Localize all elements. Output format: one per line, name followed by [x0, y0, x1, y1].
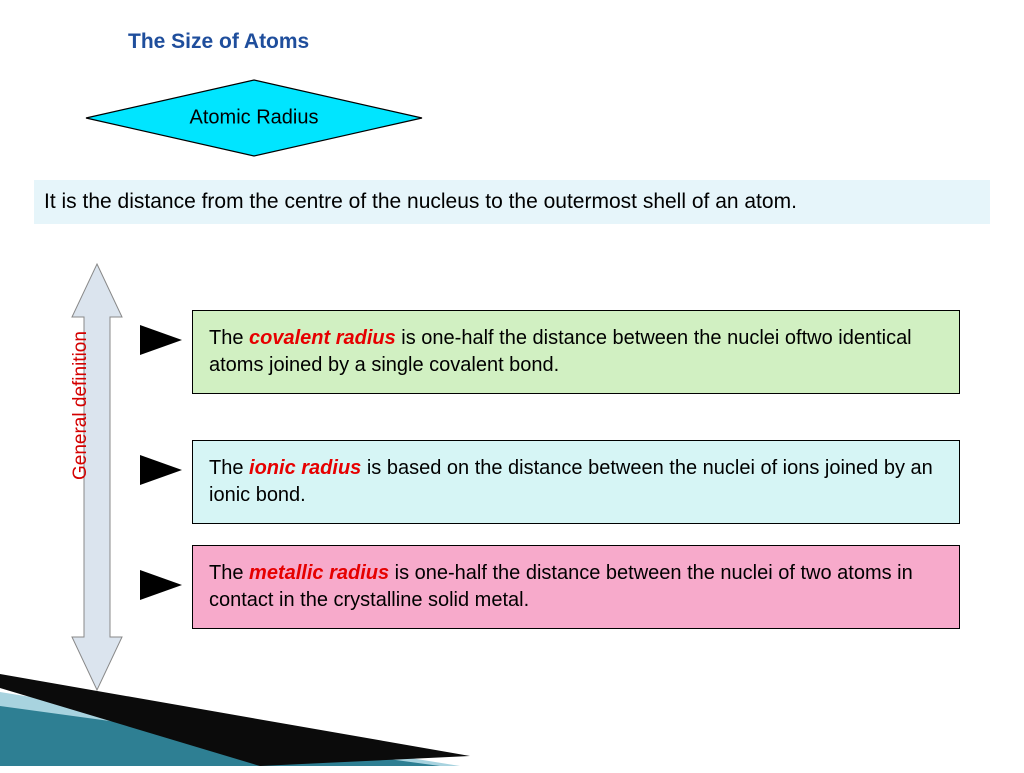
card-emphasis: covalent radius	[249, 327, 396, 349]
page-title: The Size of Atoms	[128, 30, 309, 54]
pointer-triangle	[140, 570, 182, 600]
card-emphasis: metallic radius	[249, 562, 389, 584]
definition-card: The covalent radius is one-half the dist…	[192, 310, 960, 394]
diamond-shape: Atomic Radius	[84, 78, 424, 158]
vertical-arrow-label: General definition	[70, 331, 92, 480]
pointer-triangle	[140, 325, 182, 355]
diamond-label: Atomic Radius	[190, 107, 319, 130]
card-text-pre: The	[209, 327, 249, 349]
card-emphasis: ionic radius	[249, 457, 361, 479]
definition-card: The ionic radius is based on the distanc…	[192, 440, 960, 524]
definition-box: It is the distance from the centre of th…	[34, 180, 990, 224]
corner-decoration	[0, 648, 480, 768]
pointer-triangle	[140, 455, 182, 485]
definition-card: The metallic radius is one-half the dist…	[192, 545, 960, 629]
card-text-pre: The	[209, 457, 249, 479]
card-text-pre: The	[209, 562, 249, 584]
